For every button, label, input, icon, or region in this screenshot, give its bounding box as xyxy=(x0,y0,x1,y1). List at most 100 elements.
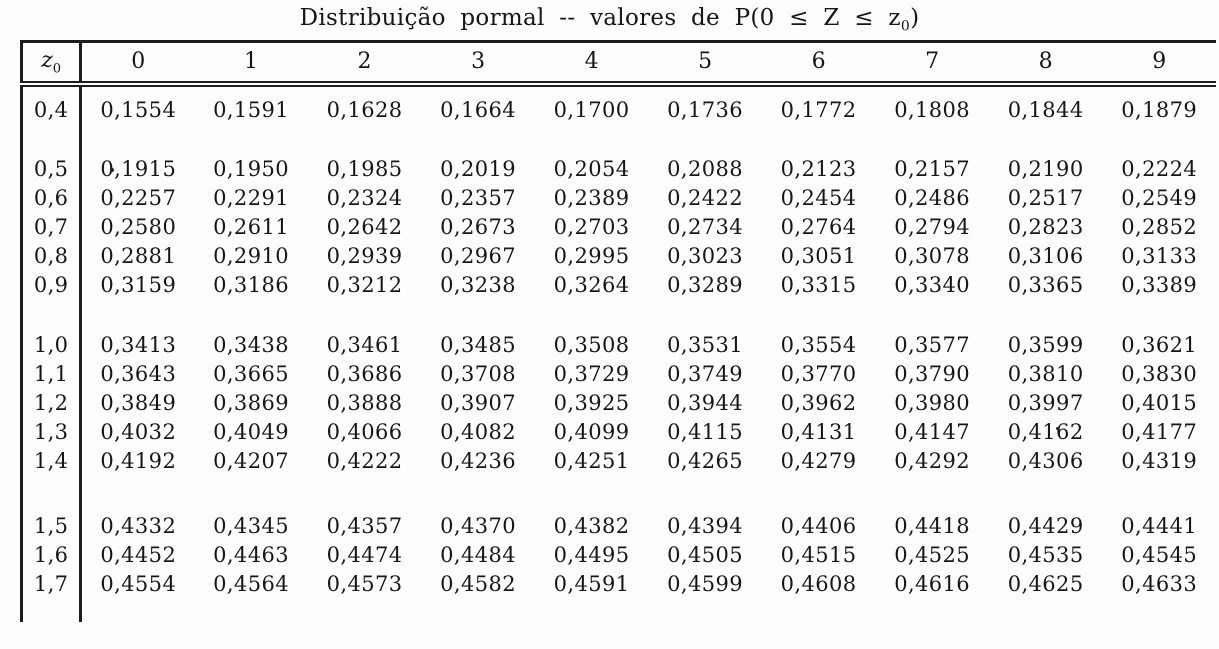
value-cell: 0,4441 xyxy=(1121,513,1198,538)
value-cell: 0,4015 xyxy=(1121,390,1198,415)
value-cell: 0,3264 xyxy=(553,272,630,297)
value-cell: 0,4236 xyxy=(440,448,517,473)
value-cell: 0,3810 xyxy=(1007,361,1084,386)
value-cell: 0,4306 xyxy=(1007,448,1084,473)
value-cell: 0,4382 xyxy=(553,513,630,538)
value-cell: 0,4115 xyxy=(667,419,744,444)
value-cell: 0,4345 xyxy=(213,513,289,538)
value-cell: 0,4131 xyxy=(780,419,857,444)
value-cell: 0,3389 xyxy=(1121,272,1198,297)
value-cell: 0,3665 xyxy=(213,361,289,386)
value-cell: 0,4573 xyxy=(326,571,403,596)
value-cell: 0,3508 xyxy=(553,332,630,357)
value-cell: 0,3849 xyxy=(100,390,177,415)
row-z-label: 0,4 xyxy=(21,84,83,124)
table-row: 1,3 0,4032 0,4049 0,4066 0,4082 0,4099 0,4115 0… xyxy=(21,417,1217,447)
value-cell: 0,3980 xyxy=(894,390,971,415)
value-cell: 0,4463 xyxy=(213,542,289,567)
row-z-label: 1,7 xyxy=(21,569,83,599)
value-cell: 0,3790 xyxy=(894,361,971,386)
value-cell: 0,4319 xyxy=(1121,448,1198,473)
row-z-label: 1,1 xyxy=(21,359,83,389)
table-row: 0,6 0,2257 0,2291 0,2324 0,2357 0,2389 0,2422 0… xyxy=(21,183,1217,213)
value-cell: 0,3413 xyxy=(100,332,177,357)
table-row: 0,5 0,1915 0,1950 0,1985 0,2019 0,2054 0,2088 0… xyxy=(21,154,1217,184)
scan-speck xyxy=(1056,427,1059,430)
column-header: 4 xyxy=(534,41,649,88)
value-cell: 0,1664 xyxy=(440,98,517,123)
value-cell: 0,3621 xyxy=(1121,332,1198,357)
value-cell: 0,4474 xyxy=(326,542,403,567)
row-z-label: 1,2 xyxy=(21,388,83,418)
value-cell: 0,4633 xyxy=(1121,571,1198,596)
value-cell: 0,4147 xyxy=(894,419,971,444)
value-cell: 0,4082 xyxy=(440,419,517,444)
value-cell: 0,2054 xyxy=(553,156,630,181)
value-cell: 0,3599 xyxy=(1007,332,1084,357)
value-cell: 0,3888 xyxy=(326,390,403,415)
scan-speck xyxy=(110,168,114,172)
value-cell: 0,2734 xyxy=(667,214,744,239)
column-header: 0 xyxy=(80,41,195,88)
table-row: 1,4 0,4192 0,4207 0,4222 0,4236 0,4251 0,4265 0… xyxy=(21,446,1217,476)
column-header: 1 xyxy=(194,41,308,88)
value-cell: 0,2967 xyxy=(440,243,517,268)
value-cell: 0,2995 xyxy=(553,243,630,268)
value-cell: 0,4484 xyxy=(440,542,517,567)
value-cell: 0,1844 xyxy=(1007,98,1084,123)
value-cell: 0,2794 xyxy=(894,214,971,239)
title-subscript: 0 xyxy=(900,18,911,35)
row-z-label: 1,5 xyxy=(21,511,83,541)
group-spacer xyxy=(21,299,1217,331)
value-cell: 0,4394 xyxy=(667,513,744,538)
value-cell: 0,1950 xyxy=(213,156,289,181)
value-cell: 0,4357 xyxy=(326,513,403,538)
table-row: 1,7 0,4554 0,4564 0,4573 0,4582 0,4591 0,4599 0… xyxy=(21,569,1217,599)
value-cell: 0,4370 xyxy=(440,513,517,538)
value-cell: 0,1554 xyxy=(100,98,177,123)
value-cell: 0,2580 xyxy=(100,214,177,239)
value-cell: 0,2389 xyxy=(553,185,630,210)
value-cell: 0,3485 xyxy=(440,332,517,357)
table-row: 1,2 0,3849 0,3869 0,3888 0,3907 0,3925 0,3944 0… xyxy=(21,388,1217,418)
value-cell: 0,3944 xyxy=(667,390,744,415)
value-cell: 0,4222 xyxy=(326,448,403,473)
value-cell: 0,4192 xyxy=(100,448,177,473)
value-cell: 0,3907 xyxy=(440,390,517,415)
value-cell: 0,2224 xyxy=(1121,156,1198,181)
value-cell: 0,3078 xyxy=(894,243,971,268)
row-z-label: 0,9 xyxy=(21,270,83,300)
value-cell: 0,4418 xyxy=(894,513,971,538)
value-cell: 0,3577 xyxy=(894,332,971,357)
value-cell: 0,4265 xyxy=(667,448,744,473)
value-cell: 0,3531 xyxy=(667,332,744,357)
value-cell: 0,2486 xyxy=(894,185,971,210)
value-cell: 0,4535 xyxy=(1007,542,1084,567)
value-cell: 0,3340 xyxy=(894,272,971,297)
value-cell: 0,4066 xyxy=(326,419,403,444)
value-cell: 0,3023 xyxy=(667,243,744,268)
value-cell: 0,3289 xyxy=(667,272,744,297)
value-cell: 0,4616 xyxy=(894,571,971,596)
row-z-label: 1,6 xyxy=(21,540,83,570)
column-header: 2 xyxy=(307,41,422,88)
value-cell: 0,2190 xyxy=(1007,156,1084,181)
row-z-label: 0,6 xyxy=(21,183,83,213)
value-cell: 0,1915 xyxy=(100,156,177,181)
value-cell: 0,2257 xyxy=(100,185,177,210)
value-cell: 0,2422 xyxy=(667,185,744,210)
value-cell: 0,4332 xyxy=(100,513,177,538)
value-cell: 0,3997 xyxy=(1007,390,1084,415)
value-cell: 0,4554 xyxy=(100,571,177,596)
table-row: 0,4 0,1554 0,1591 0,1628 0,1664 0,1700 0,1736 0… xyxy=(21,84,1217,124)
table-row: 0,9 0,3159 0,3186 0,3212 0,3238 0,3264 0,3289 0… xyxy=(21,270,1217,300)
value-cell: 0,2642 xyxy=(326,214,403,239)
value-cell: 0,3106 xyxy=(1007,243,1084,268)
value-cell: 0,2019 xyxy=(440,156,517,181)
value-cell: 0,1772 xyxy=(780,98,857,123)
value-cell: 0,2611 xyxy=(213,214,289,239)
